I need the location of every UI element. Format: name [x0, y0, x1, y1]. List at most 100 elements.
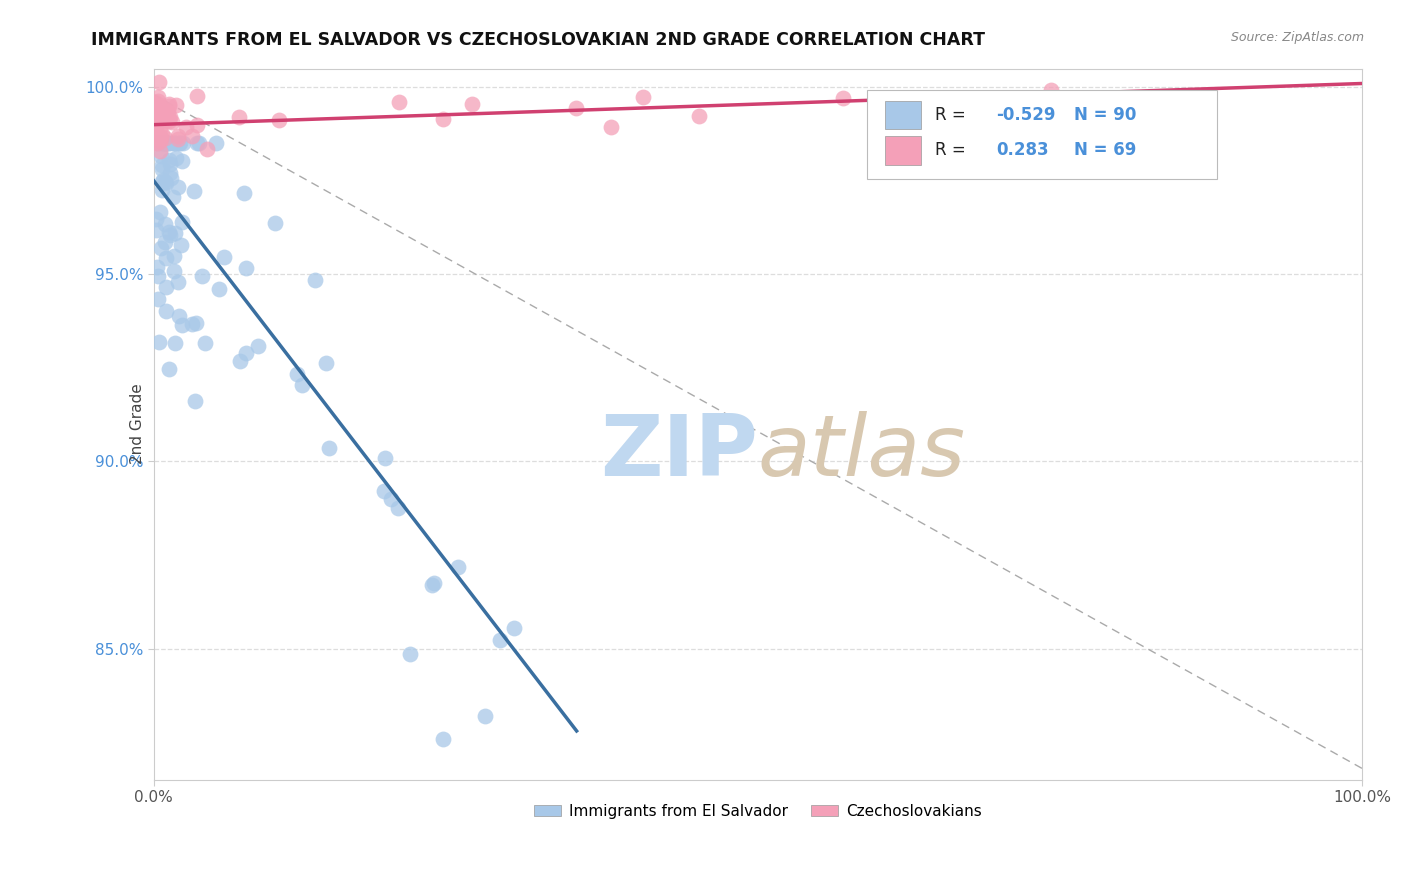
Point — [143, 111, 166, 125]
Point — [146, 90, 169, 104]
Point — [157, 153, 180, 168]
Point — [163, 249, 186, 263]
Point — [422, 578, 444, 592]
Point — [149, 204, 172, 219]
Point — [184, 316, 207, 330]
Point — [148, 334, 170, 349]
Point — [143, 95, 166, 109]
Point — [159, 165, 181, 179]
Point — [235, 261, 257, 276]
Point — [145, 223, 167, 237]
Point — [155, 136, 177, 151]
Point — [146, 292, 169, 306]
Point — [388, 95, 411, 109]
Point — [149, 102, 172, 116]
Point — [157, 225, 180, 239]
Point — [162, 190, 184, 204]
Point — [269, 113, 291, 128]
Text: atlas: atlas — [758, 411, 966, 494]
FancyBboxPatch shape — [884, 136, 921, 164]
Point — [503, 621, 526, 635]
Point — [153, 175, 176, 189]
Point — [166, 275, 188, 289]
Point — [145, 112, 167, 126]
Point — [159, 110, 181, 124]
Text: IMMIGRANTS FROM EL SALVADOR VS CZECHOSLOVAKIAN 2ND GRADE CORRELATION CHART: IMMIGRANTS FROM EL SALVADOR VS CZECHOSLO… — [91, 31, 986, 49]
Point — [232, 186, 254, 200]
Point — [148, 136, 170, 151]
Text: ZIP: ZIP — [600, 411, 758, 494]
Point — [1039, 83, 1062, 97]
Point — [143, 136, 166, 151]
Point — [148, 95, 170, 109]
Point — [180, 128, 202, 143]
Point — [600, 120, 623, 134]
Point — [264, 216, 287, 230]
Point — [315, 356, 337, 370]
Point — [156, 112, 179, 127]
Point — [228, 110, 250, 124]
Point — [446, 559, 468, 574]
Point — [166, 131, 188, 145]
Point — [157, 99, 180, 113]
Point — [155, 303, 177, 318]
Point — [163, 136, 186, 151]
Point — [165, 98, 187, 112]
Point — [422, 575, 444, 590]
Point — [152, 136, 174, 151]
Point — [149, 121, 172, 136]
Point — [145, 104, 167, 119]
Point — [159, 227, 181, 242]
Point — [387, 500, 409, 515]
Point — [191, 268, 214, 283]
Point — [150, 106, 173, 120]
Point — [157, 361, 180, 376]
Point — [167, 180, 190, 194]
Point — [148, 113, 170, 128]
Point — [172, 318, 194, 332]
Point — [146, 136, 169, 150]
Point — [489, 633, 512, 648]
Point — [150, 127, 173, 141]
Point — [165, 152, 187, 166]
Point — [155, 131, 177, 145]
Point — [153, 102, 176, 116]
Text: N = 90: N = 90 — [1074, 106, 1137, 124]
Point — [186, 136, 208, 151]
Point — [183, 184, 205, 198]
FancyBboxPatch shape — [884, 101, 921, 129]
Point — [291, 378, 314, 392]
Point — [156, 105, 179, 120]
Point — [149, 144, 172, 158]
Point — [143, 125, 166, 139]
Point — [167, 136, 190, 151]
Point — [474, 709, 496, 723]
Point — [1163, 106, 1185, 120]
Point — [152, 172, 174, 186]
Text: N = 69: N = 69 — [1074, 141, 1137, 160]
Point — [160, 171, 183, 186]
Point — [150, 162, 173, 177]
Point — [155, 136, 177, 151]
Point — [163, 136, 186, 151]
Point — [432, 112, 454, 127]
Point — [143, 101, 166, 115]
Point — [165, 336, 187, 351]
Point — [398, 647, 420, 661]
Point — [186, 89, 208, 103]
Point — [167, 309, 190, 323]
Point — [155, 177, 177, 191]
Point — [163, 226, 186, 240]
Text: Source: ZipAtlas.com: Source: ZipAtlas.com — [1230, 31, 1364, 45]
Point — [157, 111, 180, 125]
Point — [156, 136, 179, 151]
Point — [146, 108, 169, 122]
Point — [169, 136, 191, 151]
Point — [186, 118, 208, 132]
Point — [143, 114, 166, 128]
Point — [205, 136, 228, 151]
Point — [228, 354, 250, 368]
Point — [374, 450, 396, 465]
Point — [153, 104, 176, 119]
Point — [188, 136, 211, 151]
